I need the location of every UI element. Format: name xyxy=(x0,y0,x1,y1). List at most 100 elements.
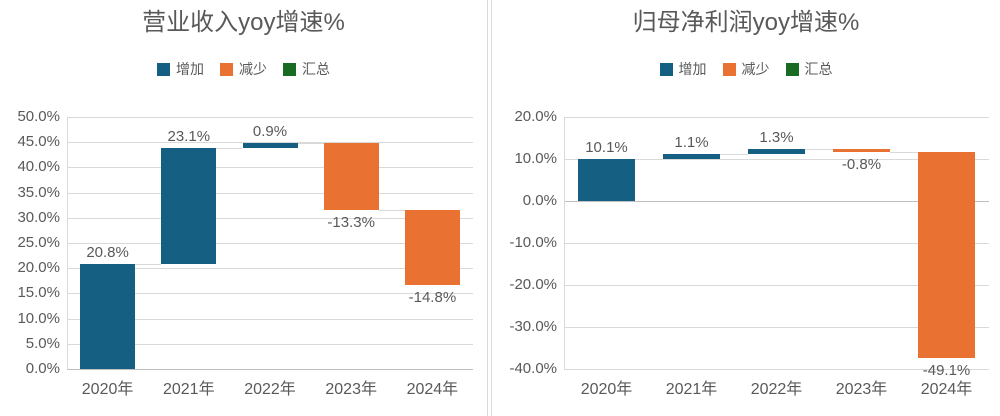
waterfall-bar xyxy=(748,148,805,154)
y-axis-line xyxy=(67,117,68,369)
legend-swatch-decrease-icon xyxy=(220,62,233,76)
y-axis-tick-label: 40.0% xyxy=(17,158,60,176)
legend-swatch-total-icon xyxy=(283,62,296,76)
y-gridline xyxy=(67,217,473,219)
legend-item-total: 汇总 xyxy=(283,62,330,76)
data-label: 10.1% xyxy=(585,138,628,156)
data-label: 23.1% xyxy=(167,127,211,145)
y-gridline xyxy=(67,142,473,144)
waterfall-bar xyxy=(80,264,136,369)
legend-item-increase: 增加 xyxy=(659,61,707,77)
x-axis-category-label: 2022年 xyxy=(750,381,803,398)
waterfall-connector-line xyxy=(890,151,918,153)
waterfall-connector-line xyxy=(720,154,748,155)
y-axis-tick-label: 45.0% xyxy=(17,133,60,151)
y-gridline xyxy=(67,369,473,370)
chart-title: 归母净利润yoy增速% xyxy=(632,9,860,36)
y-axis-tick-label: -30.0% xyxy=(509,318,557,335)
x-axis-category-label: 2024年 xyxy=(920,381,973,398)
y-axis-tick-label: -20.0% xyxy=(509,276,557,293)
y-axis-tick-label: 20.0% xyxy=(514,108,557,125)
waterfall-connector-line xyxy=(635,158,663,160)
y-gridline xyxy=(67,167,473,169)
y-gridline xyxy=(67,192,473,194)
data-label: 20.8% xyxy=(86,244,129,262)
data-label: -13.3% xyxy=(327,214,375,232)
y-gridline xyxy=(67,268,473,270)
waterfall-bar xyxy=(578,158,635,201)
legend-label-increase: 增加 xyxy=(678,61,707,77)
y-gridline xyxy=(564,285,989,286)
plot-area-revenue: 0.0% 5.0% 10.0% 15.0% 20.0% 25.0% 30.0% 35.0% 40… xyxy=(0,0,487,416)
legend-swatch-increase-icon xyxy=(659,62,673,76)
y-axis-tick-label: 10.0% xyxy=(17,309,60,327)
chart-title: 营业收入yoy增速% xyxy=(142,9,345,36)
data-label: 1.1% xyxy=(674,134,709,151)
chart-legend: 增加 减少 汇总 xyxy=(492,62,1000,76)
waterfall-bar xyxy=(833,148,890,152)
y-axis-tick-label: 50.0% xyxy=(17,108,60,125)
waterfall-connector-line xyxy=(135,264,162,266)
y-gridline xyxy=(564,159,989,160)
y-axis-tick-label: 0.0% xyxy=(522,192,557,209)
data-label: 1.3% xyxy=(759,128,794,146)
x-axis-category-label: 2021年 xyxy=(162,381,215,398)
waterfall-connector-line xyxy=(216,147,243,149)
y-axis-tick-label: 35.0% xyxy=(17,183,60,201)
legend-label-total: 汇总 xyxy=(302,61,330,77)
y-gridline xyxy=(67,343,473,345)
y-axis-tick-label: 5.0% xyxy=(25,334,60,352)
y-gridline xyxy=(564,327,989,328)
legend-swatch-total-icon xyxy=(785,62,799,76)
x-axis-category-label: 2022年 xyxy=(244,381,296,398)
waterfall-bar xyxy=(323,143,379,211)
data-label: -14.8% xyxy=(408,288,457,306)
y-axis-tick-label: 0.0% xyxy=(25,360,60,377)
y-gridline xyxy=(564,201,989,202)
x-axis-category-label: 2020年 xyxy=(580,381,633,398)
legend-label-decrease: 减少 xyxy=(741,61,770,77)
y-axis-tick-label: -10.0% xyxy=(509,234,557,251)
y-gridline xyxy=(67,243,473,244)
y-gridline xyxy=(564,369,989,370)
legend-item-decrease: 减少 xyxy=(722,61,770,77)
legend-label-decrease: 减少 xyxy=(239,61,267,77)
chart-legend: 增加 减少 汇总 xyxy=(0,62,487,76)
y-axis-tick-label: -40.0% xyxy=(509,360,557,377)
waterfall-connector-line xyxy=(805,148,833,150)
legend-item-increase: 增加 xyxy=(157,62,204,76)
y-gridline xyxy=(67,117,473,118)
x-axis-category-label: 2021年 xyxy=(665,381,718,398)
y-axis-tick-label: 10.0% xyxy=(514,150,557,167)
y-gridline xyxy=(564,243,989,244)
y-axis-tick-label: 25.0% xyxy=(17,234,60,251)
chart-panel-revenue: 营业收入yoy增速% 增加 减少 汇总 0.0% 5.0% 10.0% 15.0% 20… xyxy=(0,0,488,416)
waterfall-bar xyxy=(404,210,460,285)
y-axis-line xyxy=(564,117,565,369)
plot-area-net-profit: -40.0% -30.0% -20.0% -10.0% 0.0% 10.0% 20.0% 10… xyxy=(492,0,1000,416)
legend-label-increase: 增加 xyxy=(176,61,204,77)
chart-panel-net-profit: 归母净利润yoy增速% 增加 减少 汇总 -40.0% -30.0% -20.0% -… xyxy=(491,0,1000,416)
legend-item-decrease: 减少 xyxy=(220,62,267,76)
waterfall-bar xyxy=(663,154,720,159)
waterfall-bar xyxy=(242,143,298,148)
x-axis-category-label: 2023年 xyxy=(325,381,377,398)
legend-swatch-increase-icon xyxy=(157,62,170,76)
x-axis-category-label: 2023年 xyxy=(835,381,888,398)
waterfall-bar xyxy=(161,147,217,265)
legend-item-total: 汇总 xyxy=(785,61,833,77)
data-label: -0.8% xyxy=(841,155,882,173)
data-label: -49.1% xyxy=(922,362,971,380)
waterfall-bar xyxy=(918,151,975,359)
y-axis-tick-label: 30.0% xyxy=(17,208,60,226)
legend-swatch-decrease-icon xyxy=(722,62,736,76)
x-axis-category-label: 2020年 xyxy=(81,381,134,398)
waterfall-connector-line xyxy=(297,143,324,145)
x-axis-category-label: 2024年 xyxy=(406,381,459,398)
y-axis-tick-label: 20.0% xyxy=(17,259,60,277)
y-gridline xyxy=(564,117,989,118)
y-gridline xyxy=(67,318,473,320)
data-label: 0.9% xyxy=(252,123,288,141)
legend-label-total: 汇总 xyxy=(804,61,833,77)
waterfall-connector-line xyxy=(378,210,405,212)
